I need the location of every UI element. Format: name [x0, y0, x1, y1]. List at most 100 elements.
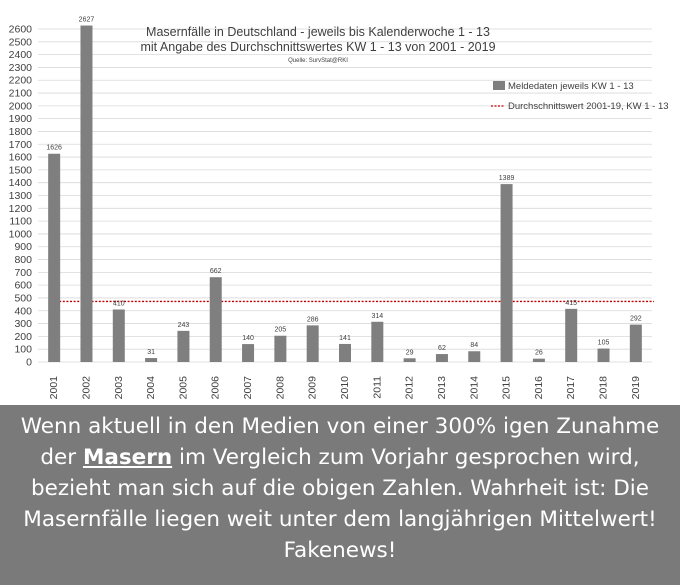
bar-value-label-2010: 141 — [339, 335, 351, 342]
x-tick-label-2005: 2005 — [177, 376, 189, 400]
y-tick-label: 2000 — [9, 100, 33, 112]
y-tick-label: 1100 — [9, 216, 32, 228]
bar-value-label-2009: 286 — [307, 316, 319, 323]
y-tick-label: 600 — [14, 280, 32, 292]
y-tick-label: 800 — [14, 254, 32, 266]
bar-2015 — [500, 184, 513, 362]
y-tick-label: 2100 — [9, 88, 33, 100]
caption-banner: Wenn aktuell in den Medien von einer 300… — [0, 405, 680, 585]
y-tick-label: 1500 — [9, 164, 33, 176]
bar-value-label-2015: 1389 — [499, 175, 515, 182]
y-tick-label: 2400 — [9, 49, 33, 61]
y-tick-label: 200 — [14, 331, 32, 343]
y-tick-label: 1200 — [9, 203, 33, 215]
bars — [48, 25, 642, 362]
banner-line-4: Masernfälle liegen weit unter dem langjä… — [23, 507, 657, 532]
banner-line-5: Fakenews! — [283, 538, 397, 563]
y-tick-label: 0 — [26, 357, 32, 369]
x-tick-label-2002: 2002 — [80, 376, 92, 400]
y-tick-label: 2600 — [9, 24, 33, 36]
y-tick-label: 2500 — [9, 36, 33, 48]
bar-value-labels: 1626 2627 410 31 243 662 140 205 286 141 314 29 62 84… — [46, 17, 641, 357]
bar-2001 — [48, 153, 61, 362]
legend-swatch-bars — [493, 81, 505, 90]
bar-2008 — [274, 335, 287, 362]
bar-value-label-2011: 314 — [371, 313, 383, 320]
bar-2006 — [209, 277, 222, 362]
x-tick-label-2015: 2015 — [501, 376, 513, 400]
bar-value-label-2016: 26 — [535, 350, 543, 357]
bar-2010 — [339, 343, 351, 362]
y-tick-label: 1900 — [9, 113, 33, 125]
x-tick-label-2017: 2017 — [565, 376, 577, 400]
x-tick-label-2008: 2008 — [274, 376, 286, 400]
y-tick-label: 100 — [14, 344, 32, 356]
y-tick-label: 900 — [14, 241, 32, 253]
x-tick-label-2019: 2019 — [630, 376, 642, 400]
legend: Meldedaten jeweils KW 1 - 13 Durchschnit… — [491, 81, 669, 112]
x-tick-label-2006: 2006 — [210, 376, 222, 400]
bar-2016 — [532, 358, 545, 362]
y-tick-label: 300 — [14, 318, 32, 330]
bar-2017 — [565, 308, 578, 362]
banner-line-2-pre: der — [40, 445, 83, 470]
y-axis-ticks: 0100200300400500600700800900100011001200… — [9, 24, 33, 369]
banner-line-1: Wenn aktuell in den Medien von einer 300… — [20, 414, 660, 439]
chart-source: Quelle: SurvStat@RKI — [288, 58, 348, 64]
bar-2007 — [242, 344, 255, 362]
y-tick-label: 1700 — [9, 139, 33, 151]
bar-2011 — [371, 321, 384, 362]
chart-title: Masernfälle in Deutschland - jeweils bis… — [146, 25, 490, 39]
y-tick-label: 1600 — [9, 152, 33, 164]
bar-value-label-2006: 662 — [210, 268, 222, 275]
bar-value-label-2013: 62 — [438, 345, 446, 352]
y-tick-label: 700 — [14, 267, 32, 279]
bar-value-label-2005: 243 — [178, 322, 190, 329]
legend-label-bars: Meldedaten jeweils KW 1 - 13 — [508, 81, 634, 92]
x-tick-label-2014: 2014 — [468, 376, 480, 400]
bar-2009 — [306, 325, 319, 362]
bar-2014 — [468, 351, 481, 362]
x-tick-label-2009: 2009 — [307, 376, 319, 400]
bar-2013 — [435, 354, 448, 362]
chart-svg: 1626 2627 410 31 243 662 140 205 286 141 314 29 62 84… — [9, 17, 669, 400]
x-tick-label-2001: 2001 — [48, 376, 60, 400]
x-tick-label-2003: 2003 — [113, 376, 125, 400]
y-tick-label: 1800 — [9, 126, 33, 138]
banner-line-3: bezieht man sich auf die obigen Zahlen. … — [31, 476, 649, 501]
bar-2004 — [145, 358, 158, 362]
bar-2018 — [597, 348, 610, 362]
legend-label-average: Durchschnittswert 2001-19, KW 1 - 13 — [508, 101, 669, 112]
banner-highlight-masern: Masern — [82, 445, 173, 470]
bar-2003 — [112, 309, 125, 362]
x-tick-label-2004: 2004 — [145, 376, 157, 400]
bar-value-label-2017: 415 — [565, 300, 577, 307]
bar-value-label-2004: 31 — [147, 349, 155, 356]
x-tick-label-2018: 2018 — [598, 376, 610, 400]
y-tick-label: 500 — [14, 292, 32, 304]
bar-value-label-2014: 84 — [470, 342, 478, 349]
y-tick-label: 1400 — [9, 177, 33, 189]
bar-2019 — [629, 324, 642, 362]
gridlines — [38, 28, 652, 363]
bar-value-label-2001: 1626 — [46, 145, 62, 152]
y-tick-label: 2200 — [9, 75, 33, 87]
bar-2012 — [403, 358, 416, 362]
x-tick-label-2016: 2016 — [533, 376, 545, 400]
bar-value-label-2012: 29 — [406, 349, 414, 356]
measles-bar-chart: 1626 2627 410 31 243 662 140 205 286 141 314 29 62 84… — [9, 17, 669, 400]
x-tick-label-2013: 2013 — [436, 376, 448, 400]
y-tick-label: 1000 — [9, 228, 33, 240]
y-tick-label: 2300 — [9, 62, 33, 74]
x-axis-ticks: 2001 2002 2003 2004 2005 2006 2007 2008 2009 2010… — [48, 376, 642, 400]
bar-value-label-2003: 410 — [113, 300, 125, 307]
x-tick-label-2012: 2012 — [404, 376, 416, 400]
bar-value-label-2002: 2627 — [79, 17, 95, 24]
banner-line-2: der Masern im Vergleich zum Vorjahr gesp… — [0, 442, 680, 473]
y-tick-label: 1300 — [9, 190, 33, 202]
x-tick-label-2007: 2007 — [242, 376, 254, 400]
y-tick-label: 400 — [14, 305, 32, 317]
bar-value-label-2007: 140 — [242, 335, 254, 342]
bar-2005 — [177, 330, 190, 362]
x-tick-label-2011: 2011 — [371, 376, 383, 399]
